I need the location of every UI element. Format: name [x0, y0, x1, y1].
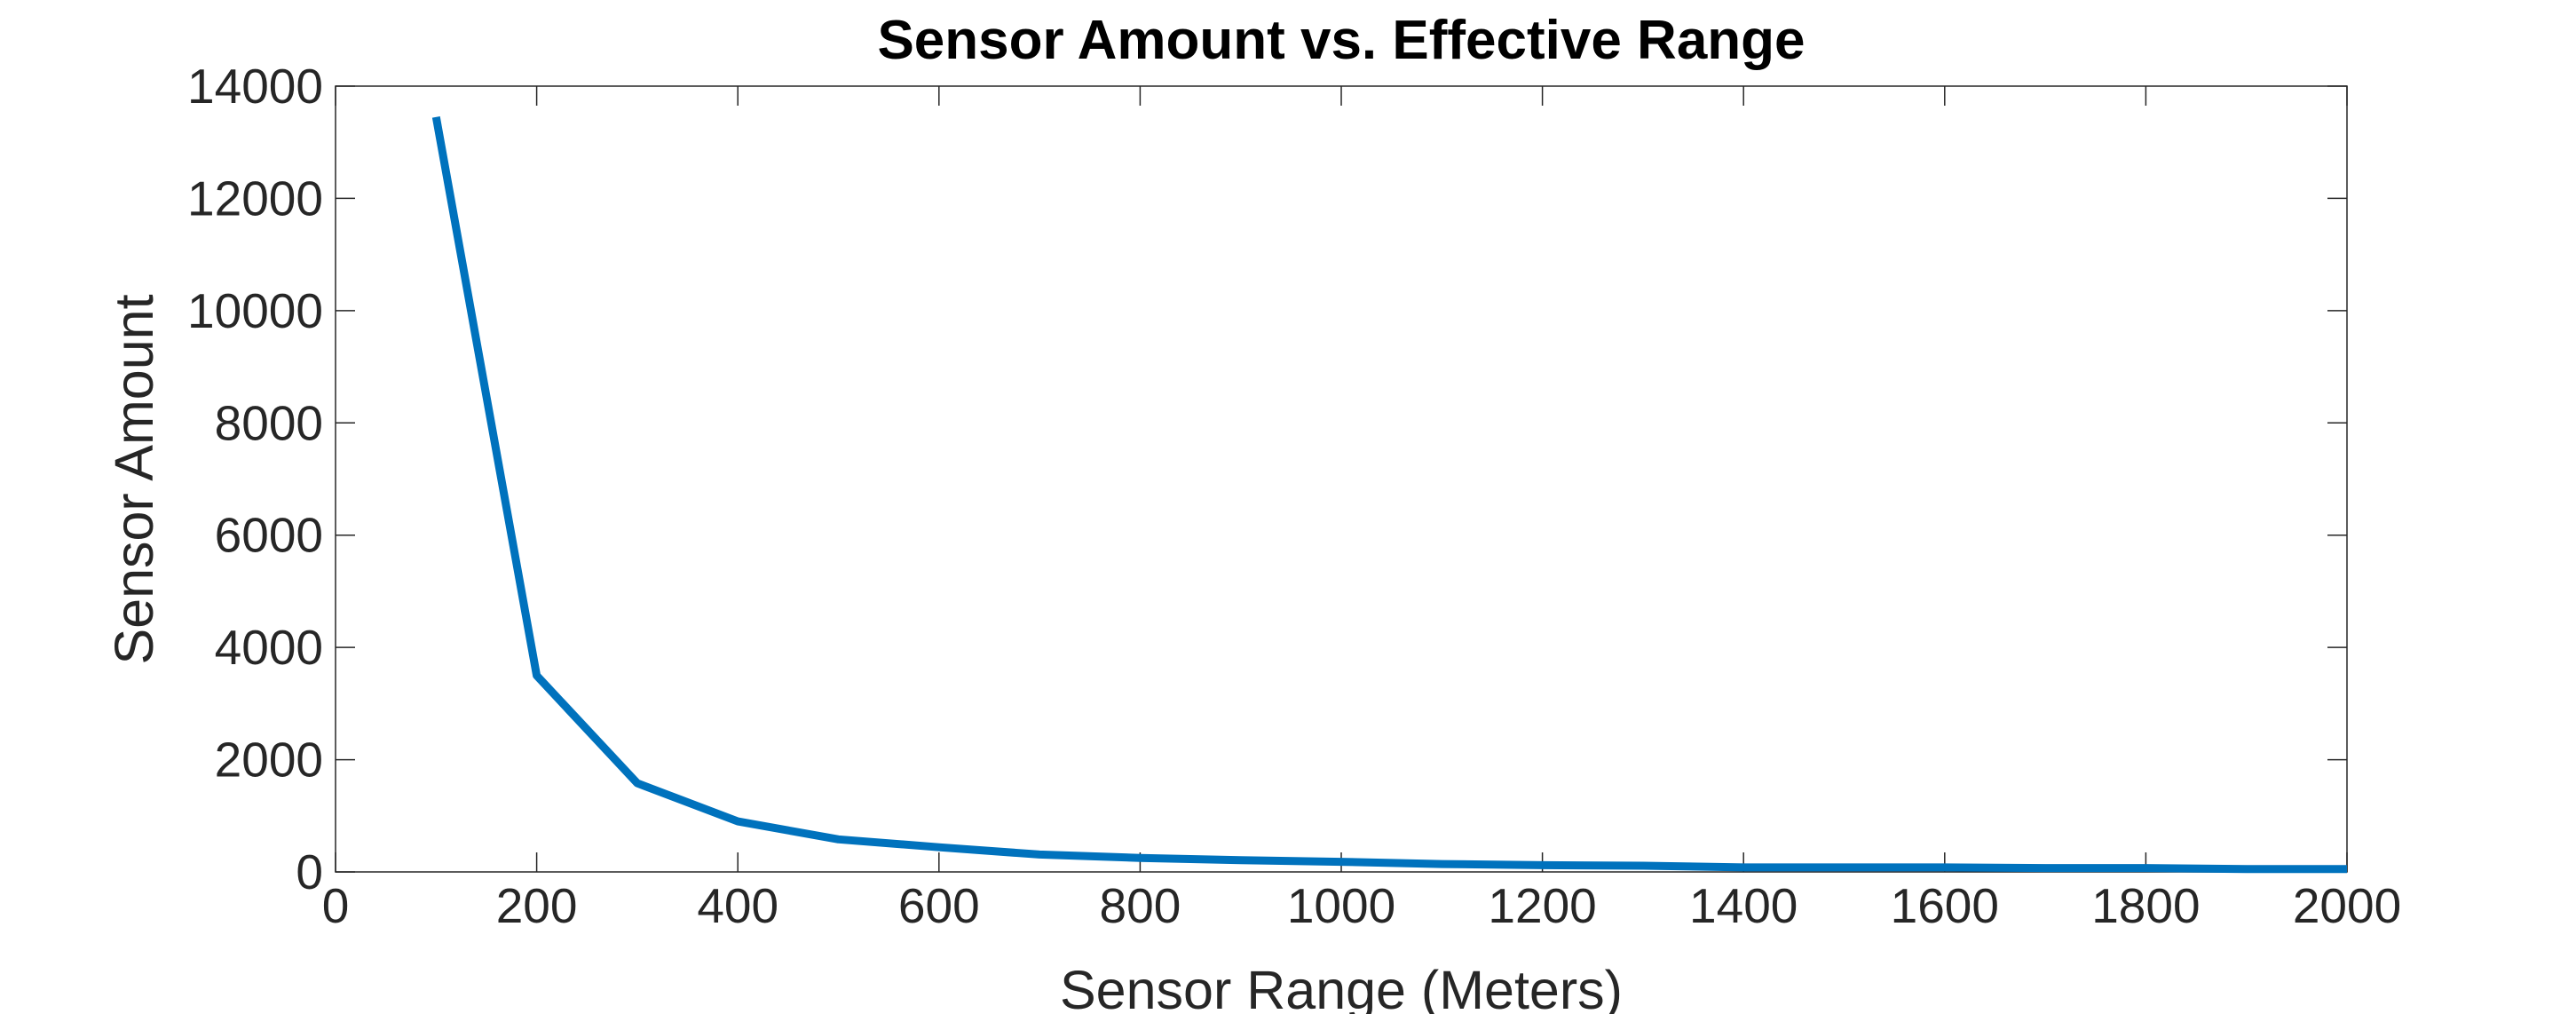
- x-tick-label: 0: [322, 878, 350, 933]
- y-tick-label: 4000: [215, 620, 323, 675]
- x-tick-label: 600: [898, 878, 980, 933]
- y-tick-label: 6000: [215, 508, 323, 563]
- x-tick-label: 1000: [1287, 878, 1395, 933]
- y-axis-label: Sensor Amount: [104, 294, 164, 664]
- x-tick-label: 800: [1100, 878, 1181, 933]
- x-tick-label: 1200: [1488, 878, 1596, 933]
- y-tick-label: 14000: [187, 59, 323, 114]
- y-tick-label: 12000: [187, 170, 323, 226]
- x-tick-label: 400: [697, 878, 778, 933]
- series-layer: [431, 116, 2347, 874]
- y-axis-ticks: 0 2000 4000 6000 8000 10000 12000 14000: [187, 59, 2347, 899]
- y-tick-label: 10000: [187, 283, 323, 338]
- plot-area: [335, 85, 2348, 873]
- x-tick-label: 1400: [1689, 878, 1798, 933]
- chart-title: Sensor Amount vs. Effective Range: [877, 10, 1805, 71]
- x-tick-label: 1600: [1891, 878, 1999, 933]
- y-tick-label: 0: [296, 844, 323, 899]
- x-axis-ticks: 0 200 400 600 800 1000 1200 1400 1600 1800 2000: [322, 86, 2401, 933]
- series-line: [431, 116, 2347, 874]
- x-tick-label: 200: [496, 878, 578, 933]
- x-tick-label: 2000: [2293, 878, 2401, 933]
- y-tick-label: 2000: [215, 733, 323, 788]
- x-tick-label: 1800: [2091, 878, 2200, 933]
- y-tick-label: 8000: [215, 395, 323, 450]
- x-axis-label: Sensor Range (Meters): [1060, 960, 1623, 1014]
